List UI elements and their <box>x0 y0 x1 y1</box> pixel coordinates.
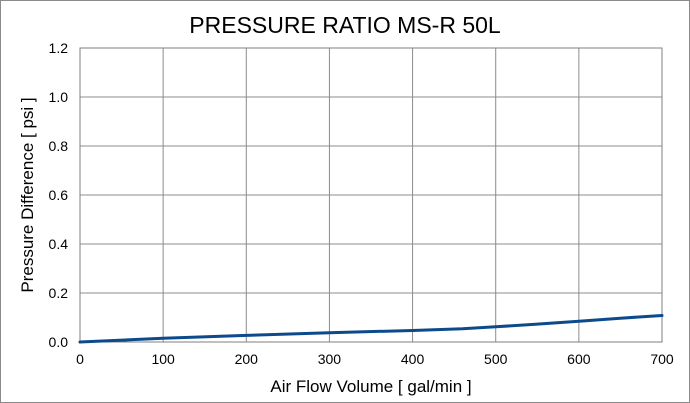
x-tick-label: 400 <box>401 351 425 367</box>
x-axis-label: Air Flow Volume [ gal/min ] <box>270 377 471 396</box>
y-tick-label: 0.2 <box>49 285 69 301</box>
y-tick-label: 1.0 <box>49 89 69 105</box>
y-tick-label: 0.0 <box>49 334 69 350</box>
gridlines <box>79 47 663 343</box>
x-tick-label: 300 <box>318 351 342 367</box>
y-tick-label: 1.2 <box>49 40 69 56</box>
series-line-0 <box>78 314 664 344</box>
x-tick-label: 100 <box>151 351 175 367</box>
y-axis-label: Pressure Difference [ psi ] <box>18 97 37 292</box>
x-tick-label: 700 <box>650 351 674 367</box>
y-tick-label: 0.8 <box>49 138 69 154</box>
y-tick-label: 0.4 <box>49 236 69 252</box>
x-tick-label: 500 <box>484 351 508 367</box>
y-axis-ticks: 0.0 0.2 0.4 0.6 0.8 1.0 1.2 <box>49 40 69 350</box>
x-tick-label: 600 <box>567 351 591 367</box>
x-tick-label: 0 <box>76 351 84 367</box>
series-lines <box>78 314 664 344</box>
x-tick-label: 200 <box>235 351 259 367</box>
chart-title: PRESSURE RATIO MS-R 50L <box>189 12 501 38</box>
y-tick-label: 0.6 <box>49 187 69 203</box>
x-axis-ticks: 0 100 200 300 400 500 600 700 <box>76 351 674 367</box>
plot-area <box>79 47 663 343</box>
